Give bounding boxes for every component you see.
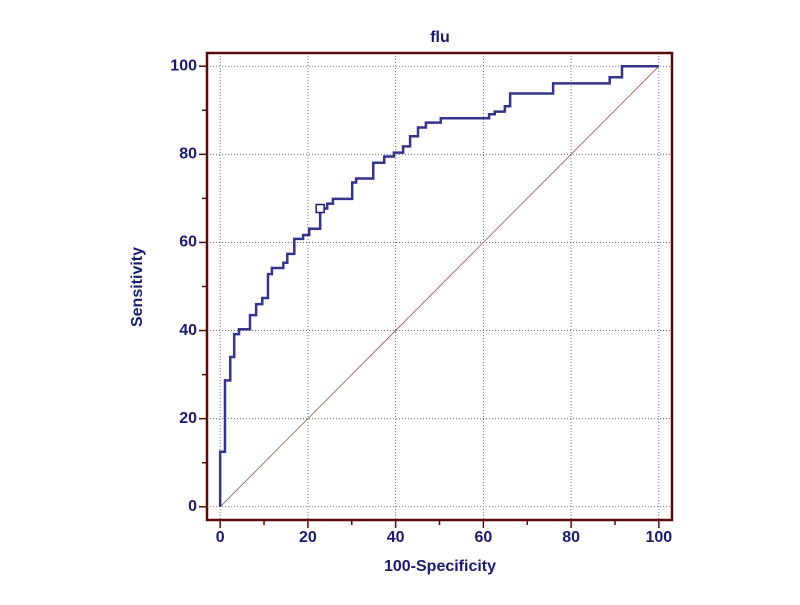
plot-frame (205, 51, 674, 522)
y-tick-label: 60 (179, 234, 197, 251)
chart-title: flu (430, 29, 450, 46)
y-tick-label: 40 (179, 322, 197, 339)
y-tick-label: 100 (170, 57, 197, 74)
y-tick-label: 80 (179, 146, 197, 163)
x-tick-label: 20 (299, 529, 317, 546)
curve (218, 64, 659, 507)
x-tick-label: 80 (562, 529, 580, 546)
x-axis-label: 100-Specificity (384, 558, 496, 575)
marker (315, 203, 325, 214)
curve (219, 65, 660, 508)
x-tick-label: 60 (474, 529, 492, 546)
y-axis-label: Sensitivity (129, 247, 146, 327)
y-tick-label: 0 (188, 498, 197, 515)
x-tick-label: 40 (387, 529, 405, 546)
y-tick-label: 20 (179, 410, 197, 427)
x-tick-label: 100 (645, 529, 672, 546)
x-tick-label: 0 (216, 529, 225, 546)
